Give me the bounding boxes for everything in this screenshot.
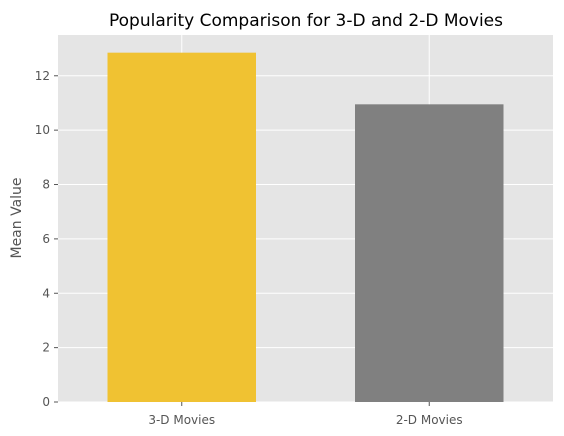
bar-second: [355, 104, 504, 403]
y-tick-label: 4: [42, 286, 50, 300]
y-tick-label: 0: [42, 395, 50, 409]
x-tick-label: 3-D Movies: [148, 413, 215, 427]
y-tick-label: 2: [42, 341, 50, 355]
x-tick-label: 2-D Movies: [396, 413, 463, 427]
y-axis-label: Mean Value: [9, 177, 25, 258]
y-tick-label: 10: [35, 123, 50, 137]
chart-title: Popularity Comparison for 3-D and 2-D Mo…: [109, 11, 503, 31]
x-axis-ticks: 3-D Movies 2-D Movies: [148, 402, 463, 427]
y-tick-label: 8: [42, 178, 50, 192]
y-tick-label: 12: [35, 69, 50, 83]
y-axis-ticks: 0 2 4 6 8 10 12: [35, 69, 58, 409]
bar-first: [107, 52, 256, 402]
bars: [107, 52, 504, 403]
y-tick-label: 6: [42, 232, 50, 246]
